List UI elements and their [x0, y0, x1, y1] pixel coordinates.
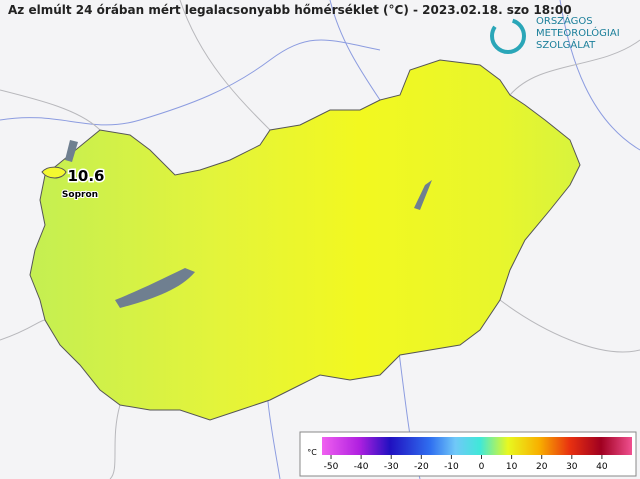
station-marker [41, 166, 67, 179]
colorbar-unit: °C [307, 448, 317, 457]
station-value: 10.6 [67, 167, 104, 185]
tick-label: -10 [444, 462, 459, 472]
country-area [29, 59, 581, 421]
lake-tisza [414, 180, 432, 210]
tick-label: 0 [479, 462, 485, 472]
tick-label: 30 [566, 462, 578, 472]
colorbar-scale [322, 437, 632, 455]
logo-line: ORSZÁGOS [536, 14, 593, 27]
lake-balaton [115, 268, 195, 308]
tick-label: -50 [324, 462, 339, 472]
logo: ORSZÁGOS METEOROLÓGIAI SZOLGÁLAT [490, 14, 620, 54]
logo-line: SZOLGÁLAT [536, 38, 596, 51]
colorbar: °C -50 -40 -30 -20 -10 0 10 20 30 40 [299, 431, 637, 477]
tick-label: 20 [536, 462, 548, 472]
lake-ferto [65, 140, 78, 162]
logo-icon [490, 18, 526, 54]
tick-label: 10 [506, 462, 518, 472]
tick-label: -30 [384, 462, 399, 472]
title: Az elmúlt 24 órában mért legalacsonyabb … [8, 3, 572, 17]
logo-line: METEOROLÓGIAI [536, 26, 620, 39]
station-name: Sopron [62, 190, 98, 200]
tick-label: -40 [354, 462, 369, 472]
tick-label: 40 [596, 462, 608, 472]
tick-label: -20 [414, 462, 429, 472]
